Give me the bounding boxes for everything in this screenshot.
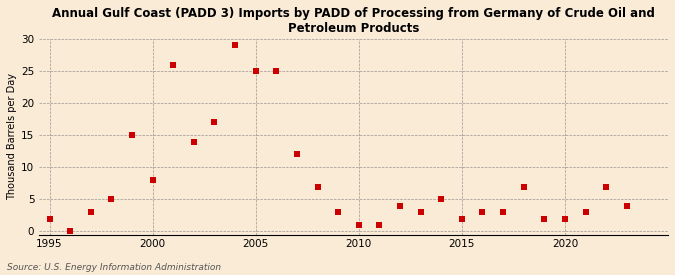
Point <box>312 184 323 189</box>
Point <box>230 43 240 48</box>
Point <box>188 139 199 144</box>
Point <box>65 229 76 234</box>
Point <box>374 223 385 227</box>
Point <box>539 216 549 221</box>
Point <box>354 223 364 227</box>
Point <box>127 133 138 137</box>
Point <box>436 197 447 202</box>
Point <box>456 216 467 221</box>
Point <box>44 216 55 221</box>
Text: Source: U.S. Energy Information Administration: Source: U.S. Energy Information Administ… <box>7 263 221 272</box>
Y-axis label: Thousand Barrels per Day: Thousand Barrels per Day <box>7 73 17 200</box>
Point <box>168 62 179 67</box>
Point <box>601 184 612 189</box>
Point <box>250 69 261 73</box>
Point <box>622 204 632 208</box>
Point <box>333 210 344 214</box>
Point <box>415 210 426 214</box>
Point <box>497 210 508 214</box>
Point <box>209 120 220 125</box>
Point <box>85 210 96 214</box>
Point <box>106 197 117 202</box>
Point <box>560 216 570 221</box>
Point <box>271 69 281 73</box>
Point <box>518 184 529 189</box>
Point <box>395 204 406 208</box>
Point <box>580 210 591 214</box>
Title: Annual Gulf Coast (PADD 3) Imports by PADD of Processing from Germany of Crude O: Annual Gulf Coast (PADD 3) Imports by PA… <box>52 7 655 35</box>
Point <box>147 178 158 182</box>
Point <box>292 152 302 157</box>
Point <box>477 210 488 214</box>
